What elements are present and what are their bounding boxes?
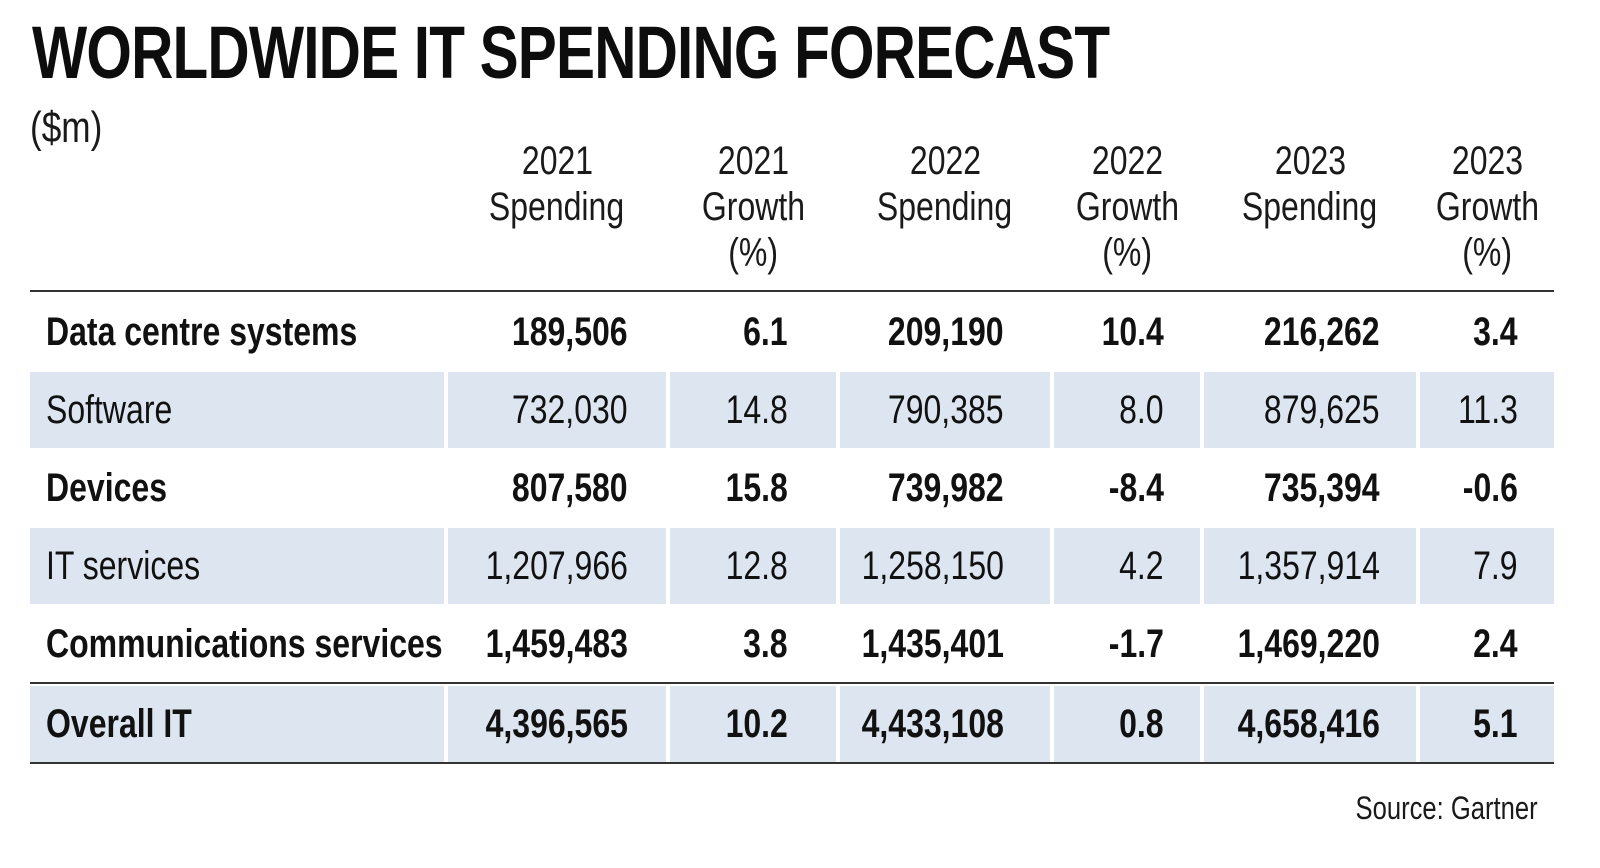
cell-value: 5.1: [1473, 701, 1518, 746]
cell-value: 1,357,914: [1237, 543, 1380, 588]
table-cell: -1.7: [1054, 606, 1200, 682]
cell-value: 1,258,150: [861, 543, 1004, 588]
bottom-rule: [30, 762, 1554, 764]
table-cell: 10.4: [1054, 294, 1200, 370]
table-cell: 216,262: [1204, 294, 1416, 370]
cell-value: 2.4: [1473, 621, 1518, 666]
table-cell: 12.8: [670, 528, 836, 604]
cell-value: 1,469,220: [1237, 621, 1380, 666]
column-header: 2022 Growth (%): [1075, 139, 1179, 275]
cell-value: 4,396,565: [485, 701, 628, 746]
cell-value: 4,658,416: [1237, 701, 1380, 746]
spending-table: 2021 Spending 2021 Growth (%) 2022 Spending …: [30, 138, 1554, 764]
cell-value: 8.0: [1119, 387, 1164, 432]
units-label: ($m): [30, 103, 103, 152]
column-header: 2022 Spending: [877, 139, 1013, 229]
table-cell: 1,357,914: [1204, 528, 1416, 604]
column-header: 2023 Growth (%): [1435, 139, 1539, 275]
total-rule: [30, 682, 1554, 684]
table-cell: 1,435,401: [840, 606, 1050, 682]
cell-value: 14.8: [725, 387, 788, 432]
cell-value: 3.4: [1473, 309, 1518, 354]
column-header: 2021 Spending: [489, 139, 625, 229]
cell-value: 1,459,483: [485, 621, 628, 666]
table-cell: -8.4: [1054, 450, 1200, 526]
cell-value: 10.2: [725, 701, 788, 746]
cell-value: -8.4: [1108, 465, 1164, 510]
cell-value: 7.9: [1473, 543, 1518, 588]
table-cell: 1,459,483: [448, 606, 666, 682]
table-cell: 879,625: [1204, 372, 1416, 448]
table-cell: 7.9: [1420, 528, 1554, 604]
cell-value: 0.8: [1119, 701, 1164, 746]
table-cell: 1,258,150: [840, 528, 1050, 604]
column-header: 2021 Growth (%): [701, 139, 805, 275]
table-cell: 15.8: [670, 450, 836, 526]
cell-value: 15.8: [725, 465, 788, 510]
row-label: IT services: [30, 528, 444, 604]
table-cell: 209,190: [840, 294, 1050, 370]
row-label-text: Devices: [46, 465, 167, 510]
column-header: 2023 Spending: [1242, 139, 1378, 229]
table-cell: 4,433,108: [840, 686, 1050, 762]
table-cell: -0.6: [1420, 450, 1554, 526]
cell-value: 189,506: [512, 309, 628, 354]
table-cell: 10.2: [670, 686, 836, 762]
row-label-text: IT services: [46, 543, 201, 588]
page-title: WORLDWIDE IT SPENDING FORECAST: [32, 11, 1110, 94]
row-label-text: Overall IT: [46, 701, 192, 746]
table-cell: 2.4: [1420, 606, 1554, 682]
cell-value: 10.4: [1101, 309, 1164, 354]
cell-value: 732,030: [512, 387, 628, 432]
row-label-text: Data centre systems: [46, 309, 358, 354]
cell-value: 6.1: [743, 309, 788, 354]
cell-value: 807,580: [512, 465, 628, 510]
table-cell: 8.0: [1054, 372, 1200, 448]
cell-value: 12.8: [725, 543, 788, 588]
cell-value: -0.6: [1462, 465, 1518, 510]
header-corner: [30, 138, 444, 290]
header-rule: [30, 290, 1554, 292]
table-cell: 3.4: [1420, 294, 1554, 370]
table-cell: 189,506: [448, 294, 666, 370]
row-label-text: Communications services: [46, 621, 443, 666]
cell-value: 11.3: [1458, 387, 1518, 432]
table-cell: 4.2: [1054, 528, 1200, 604]
table-cell: 3.8: [670, 606, 836, 682]
cell-value: 735,394: [1264, 465, 1380, 510]
table-cell: 14.8: [670, 372, 836, 448]
table-cell: 790,385: [840, 372, 1050, 448]
table-cell: 4,658,416: [1204, 686, 1416, 762]
cell-value: 3.8: [743, 621, 788, 666]
table-cell: 1,207,966: [448, 528, 666, 604]
table-cell: 11.3: [1420, 372, 1554, 448]
table-cell: 5.1: [1420, 686, 1554, 762]
table-cell: 739,982: [840, 450, 1050, 526]
row-label-text: Software: [46, 387, 173, 432]
table-cell: 735,394: [1204, 450, 1416, 526]
cell-value: 209,190: [888, 309, 1004, 354]
row-label: Software: [30, 372, 444, 448]
source-note: Source: Gartner: [1355, 790, 1538, 826]
cell-value: 790,385: [888, 387, 1004, 432]
table-cell: 1,469,220: [1204, 606, 1416, 682]
cell-value: 4,433,108: [861, 701, 1004, 746]
cell-value: 1,435,401: [861, 621, 1004, 666]
cell-value: -1.7: [1108, 621, 1164, 666]
cell-value: 216,262: [1264, 309, 1380, 354]
cell-value: 4.2: [1119, 543, 1164, 588]
cell-value: 739,982: [888, 465, 1004, 510]
row-label: Devices: [30, 450, 444, 526]
table-cell: 6.1: [670, 294, 836, 370]
row-label: Data centre systems: [30, 294, 444, 370]
table-cell: 4,396,565: [448, 686, 666, 762]
cell-value: 1,207,966: [485, 543, 628, 588]
table-cell: 732,030: [448, 372, 666, 448]
row-label: Overall IT: [30, 686, 444, 762]
table-cell: 807,580: [448, 450, 666, 526]
table-cell: 0.8: [1054, 686, 1200, 762]
row-label: Communications services: [30, 606, 444, 682]
cell-value: 879,625: [1264, 387, 1380, 432]
